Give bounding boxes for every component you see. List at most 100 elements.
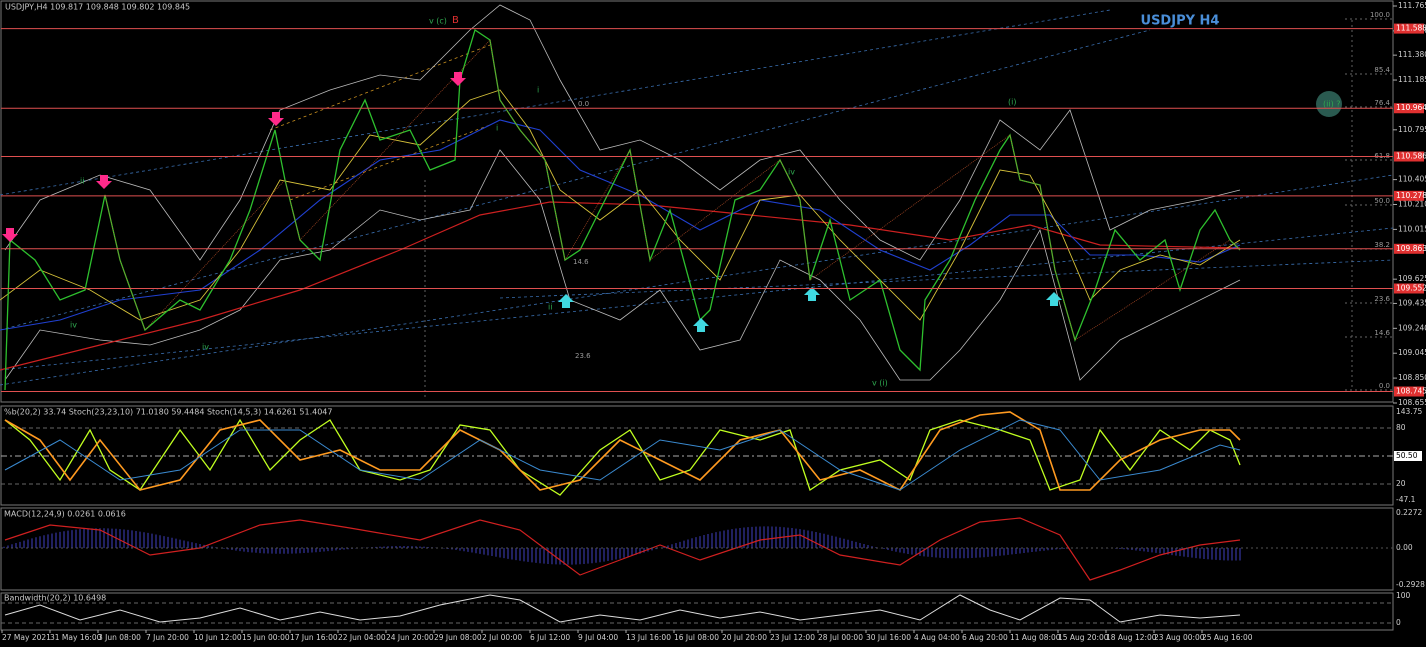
fib-label: 38.2 — [1374, 241, 1390, 249]
fib-label: 76.4 — [1374, 99, 1390, 107]
level-label: 111.588 — [1396, 24, 1426, 33]
moving-average-slow — [0, 201, 1241, 371]
axis-label: 0.00 — [1396, 543, 1413, 552]
level-box — [1394, 243, 1424, 254]
date-label: 6 Aug 20:00 — [962, 633, 1008, 642]
date-label: 17 Jun 16:00 — [290, 633, 338, 642]
wave-label: B — [452, 15, 459, 26]
date-label: 18 Aug 12:00 — [1106, 633, 1157, 642]
bandwidth-line — [4, 594, 1241, 623]
price-tick-label: 109.240 — [1398, 323, 1426, 332]
axis-label: 100 — [1396, 591, 1411, 600]
fib-label: 85.4 — [1374, 66, 1390, 74]
price-tick-label: 111.765 — [1398, 1, 1426, 10]
date-label: 24 Jun 20:00 — [386, 633, 434, 642]
axis-label: 0.2272 — [1396, 508, 1422, 517]
price-tick-label: 110.210 — [1398, 200, 1426, 209]
date-label: 6 Jul 12:00 — [530, 633, 570, 642]
price-tick-label: 109.045 — [1398, 348, 1426, 357]
level-label: 108.745 — [1396, 387, 1426, 396]
date-label: 13 Jul 16:00 — [626, 633, 671, 642]
date-label: 11 Aug 08:00 — [1010, 633, 1061, 642]
date-label: 3 Jun 08:00 — [98, 633, 141, 642]
stoch-header: %b(20,2) 33.74 Stoch(23,23,10) 71.0180 5… — [4, 408, 332, 417]
wave-label: ii — [80, 177, 84, 186]
fib-label: 61.8 — [1374, 152, 1390, 160]
axis-label: -47.1 — [1396, 495, 1416, 504]
fib-label: 23.6 — [1374, 295, 1390, 303]
moving-average-fast — [0, 119, 1241, 331]
buy-arrows — [558, 287, 1062, 332]
bollinger-upper — [4, 4, 1241, 261]
price-line — [4, 28, 1241, 391]
axis-label: 50.50 — [1396, 451, 1418, 460]
axis-label: 0 — [1396, 618, 1401, 627]
wave-label: v (i) — [872, 379, 888, 388]
price-tick-label: 109.625 — [1398, 274, 1426, 283]
date-label: 20 Jul 20:00 — [722, 633, 767, 642]
date-label: 9 Jul 04:00 — [578, 633, 618, 642]
level-box — [1394, 151, 1424, 162]
date-label: 15 Jun 00:00 — [242, 633, 290, 642]
wave-label: v (c) — [429, 17, 447, 26]
price-tick-label: 110.015 — [1398, 224, 1426, 233]
price-tick-label: 111.380 — [1398, 50, 1426, 59]
wave-label: iv — [202, 343, 209, 352]
wave-label: (ii) ? — [1323, 100, 1340, 109]
header-info: USDJPY,H4 109.817 109.848 109.802 109.84… — [5, 3, 190, 12]
price-tick-label: 109.435 — [1398, 298, 1426, 307]
fib-label: 100.0 — [1370, 11, 1390, 19]
date-label: 15 Aug 20:00 — [1058, 633, 1109, 642]
level-label: 110.964 — [1396, 103, 1426, 112]
date-label: 31 May 16:00 — [50, 633, 102, 642]
price-tick-label: 110.405 — [1398, 175, 1426, 184]
level-box — [1394, 190, 1424, 201]
macd-signal — [4, 517, 1241, 581]
axis-label: 80 — [1396, 423, 1406, 432]
level-box — [1394, 23, 1424, 34]
sell-arrows — [2, 72, 466, 242]
axis-label: -0.2928 — [1396, 580, 1425, 589]
date-label: 30 Jul 16:00 — [866, 633, 911, 642]
symbol-title: USDJPY H4 — [1141, 14, 1220, 29]
date-label: 23 Jul 12:00 — [770, 633, 815, 642]
date-label: 25 Aug 16:00 — [1202, 633, 1253, 642]
level-label: 110.586 — [1396, 152, 1426, 161]
fib-label: 50.0 — [1374, 197, 1390, 205]
wave-label: (i) — [1008, 98, 1016, 107]
wave-label: iv — [788, 168, 795, 177]
percent-b — [4, 419, 1241, 491]
main-frame — [0, 0, 1394, 403]
fib-label: 14.6 — [573, 258, 589, 266]
bandwidth-header: Bandwidth(20,2) 10.6498 — [4, 594, 106, 603]
date-label: 22 Jun 04:00 — [338, 633, 386, 642]
level-label: 109.552 — [1396, 283, 1426, 292]
date-label: 7 Jun 20:00 — [146, 633, 189, 642]
moving-average-mid — [0, 89, 1241, 321]
level-box — [1394, 386, 1424, 397]
trend-lines — [0, 9, 1394, 386]
axis-label: 143.75 — [1396, 407, 1422, 416]
date-label: 2 Jul 00:00 — [482, 633, 522, 642]
axis-label: 20 — [1396, 479, 1406, 488]
wave-label: iv — [70, 321, 77, 330]
fib-scale: 100.0 85.4 76.4 61.8 50.0 38.2 23.6 14.6 0.0 — [1345, 11, 1393, 391]
price-tick-label: 110.795 — [1398, 125, 1426, 134]
date-label: 27 May 2021 — [2, 633, 51, 642]
macd-frame — [0, 507, 1394, 591]
bollinger-lower — [4, 149, 1241, 381]
date-label: 16 Jul 08:00 — [674, 633, 719, 642]
date-label: 28 Jul 00:00 — [818, 633, 863, 642]
wave-label: ii — [548, 303, 552, 312]
fib-label: 23.6 — [575, 352, 591, 360]
macd-header: MACD(12,24,9) 0.0261 0.0616 — [4, 510, 126, 519]
fib-label: 0.0 — [1379, 382, 1390, 390]
stoch-slow — [4, 411, 1241, 492]
price-tick-label: 108.655 — [1398, 398, 1426, 407]
date-label: 4 Aug 04:00 — [914, 633, 960, 642]
fib-label: 14.6 — [1374, 329, 1390, 337]
level-label: 109.863 — [1396, 244, 1426, 253]
price-tick-label: 111.185 — [1398, 75, 1426, 84]
date-label: 10 Jun 12:00 — [194, 633, 242, 642]
